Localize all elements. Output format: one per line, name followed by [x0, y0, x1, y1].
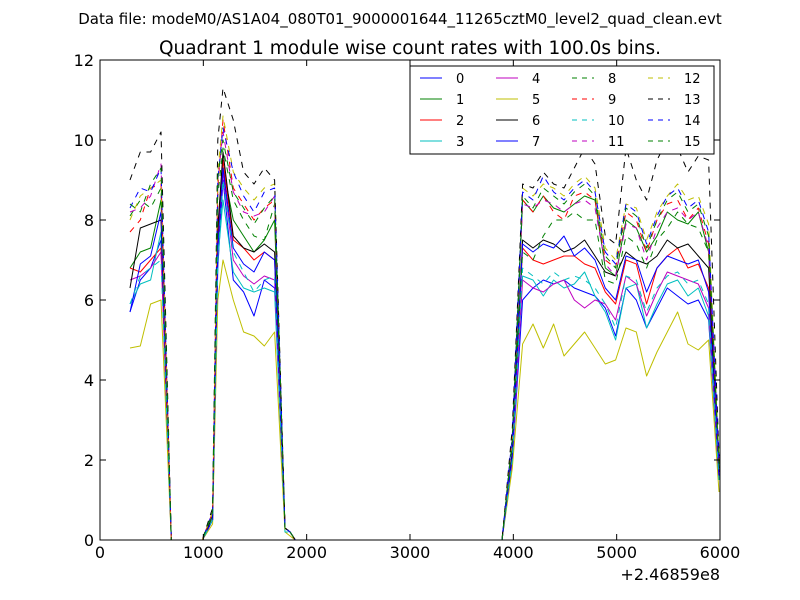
- legend-label-2: 2: [456, 114, 464, 129]
- series-line-6: [129, 151, 720, 540]
- y-tick-label: 6: [84, 291, 94, 310]
- series-line-14: [129, 127, 720, 540]
- series-line-10: [129, 179, 720, 540]
- chart-title: Quadrant 1 module wise count rates with …: [159, 38, 661, 59]
- x-tick-label: 2000: [286, 543, 327, 562]
- legend-label-7: 7: [532, 135, 540, 150]
- series-line-7: [129, 167, 720, 540]
- legend-label-11: 11: [608, 135, 625, 150]
- y-tick-label: 10: [74, 131, 94, 150]
- x-tick-label: 3000: [390, 543, 431, 562]
- legend-label-8: 8: [608, 72, 616, 87]
- legend-label-10: 10: [608, 114, 625, 129]
- x-tick-label: 0: [95, 543, 105, 562]
- series-line-3: [129, 199, 720, 540]
- series-line-5: [129, 259, 720, 540]
- legend-label-6: 6: [532, 114, 540, 129]
- legend-label-0: 0: [456, 72, 464, 87]
- y-tick-label: 12: [74, 51, 94, 70]
- series-line-15: [129, 139, 720, 540]
- legend-label-1: 1: [456, 93, 464, 108]
- series-line-2: [129, 159, 720, 540]
- x-tick-label: 1000: [183, 543, 224, 562]
- y-tick-label: 2: [84, 451, 94, 470]
- legend-label-13: 13: [684, 93, 701, 108]
- x-tick-label: 4000: [493, 543, 534, 562]
- series-line-12: [129, 115, 720, 540]
- legend-label-9: 9: [608, 93, 616, 108]
- y-tick-label: 0: [84, 531, 94, 550]
- series-line-8: [129, 147, 720, 540]
- legend-frame: [409, 65, 715, 155]
- y-tick-label: 4: [84, 371, 94, 390]
- legend-label-15: 15: [684, 135, 701, 150]
- x-offset-label: +2.46859e8: [620, 565, 720, 584]
- legend-label-5: 5: [532, 93, 540, 108]
- x-tick-label: 6000: [700, 543, 741, 562]
- series-layer: [129, 87, 720, 540]
- tick-layer: [99, 59, 721, 541]
- y-tick-label: 8: [84, 211, 94, 230]
- legend-label-3: 3: [456, 135, 464, 150]
- suptitle: Data file: modeM0/AS1A04_080T01_90000016…: [78, 10, 722, 29]
- legend-label-14: 14: [684, 114, 701, 129]
- legend-label-4: 4: [532, 72, 540, 87]
- legend-label-12: 12: [684, 72, 701, 87]
- x-tick-label: 5000: [596, 543, 637, 562]
- series-line-0: [129, 179, 720, 540]
